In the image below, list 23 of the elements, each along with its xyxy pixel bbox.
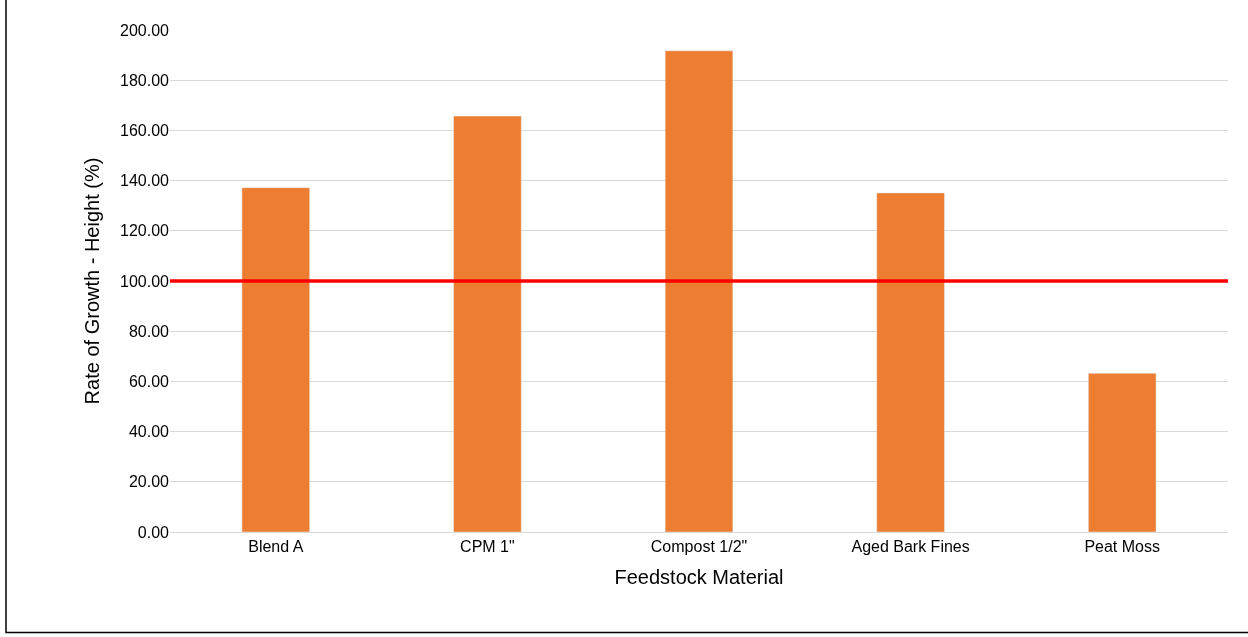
y-tick-label: 100.00 — [120, 272, 170, 290]
x-tick-label: Blend A — [248, 538, 304, 556]
bar — [876, 192, 945, 532]
y-tick-label: 40.00 — [128, 423, 170, 441]
x-tick-label: Peat Moss — [1084, 538, 1160, 556]
y-tick-label: 0.00 — [137, 523, 170, 541]
y-tick-label: 200.00 — [120, 21, 170, 39]
y-tick-label: 180.00 — [120, 71, 170, 89]
y-tick-label: 20.00 — [128, 473, 170, 491]
bar — [453, 115, 522, 532]
x-tick-label: Compost 1/2" — [650, 538, 748, 556]
x-tick-label: Aged Bark Fines — [851, 538, 970, 556]
bar — [664, 50, 734, 532]
y-tick-label: 80.00 — [128, 322, 170, 340]
y-axis-title: Rate of Growth - Height (%) — [80, 157, 103, 405]
y-tick-label: 140.00 — [120, 172, 170, 190]
y-tick-label: 160.00 — [120, 122, 170, 139]
y-tick-label: 60.00 — [128, 373, 170, 390]
x-axis-title: Feedstock Material — [614, 565, 784, 588]
x-tick-label: CPM 1" — [460, 538, 515, 556]
y-tick-label: 120.00 — [120, 222, 170, 240]
bar — [241, 187, 310, 532]
bar — [1088, 373, 1157, 532]
